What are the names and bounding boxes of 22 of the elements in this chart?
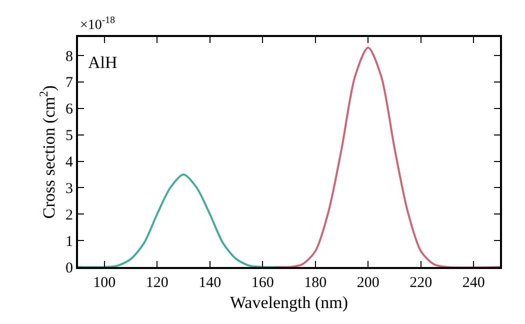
x-axis-title: Wavelength (nm) xyxy=(230,292,348,312)
y-tick-label: 0 xyxy=(66,260,73,276)
text: ×10$^{-18}$ xyxy=(80,15,116,33)
x-tick-label: 120 xyxy=(146,275,168,291)
y-tick-label: 4 xyxy=(66,154,74,170)
x-tick-label: 220 xyxy=(410,275,432,291)
y-tick-label: 1 xyxy=(66,234,73,250)
y-tick-label: 7 xyxy=(66,75,74,92)
x-tick-label: 200 xyxy=(356,275,380,291)
x-tick-label: 100 xyxy=(93,275,116,291)
x-tick-label: 160 xyxy=(251,275,274,291)
line-series xyxy=(78,173,277,267)
y-tick-label: 8 xyxy=(66,48,73,65)
x-tick-label: 240 xyxy=(462,275,485,291)
y-tick-label: 6 xyxy=(66,102,74,118)
line-series xyxy=(274,46,500,267)
y-tick-label: 2 xyxy=(66,207,73,224)
y-tick-label: 5 xyxy=(66,128,73,144)
annotation: AlH xyxy=(88,53,118,72)
x-tick-label: 180 xyxy=(304,275,327,291)
x-tick-label: 140 xyxy=(198,275,222,291)
y-tick-label: 3 xyxy=(66,180,73,197)
